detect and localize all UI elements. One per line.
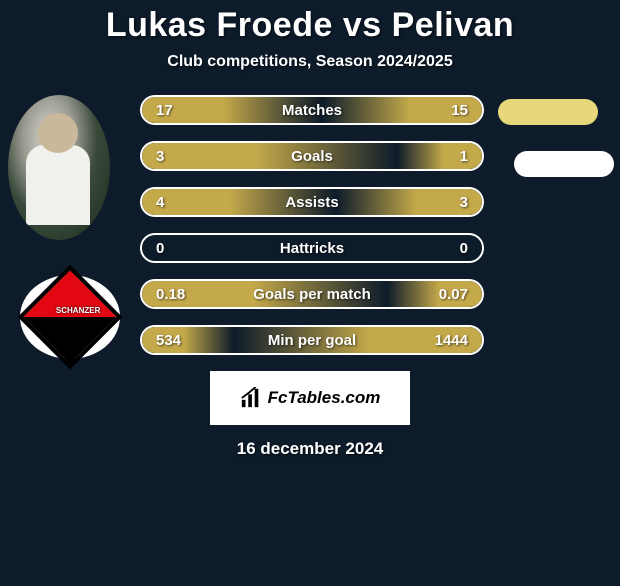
stat-value-right: 1444 [435,332,468,349]
comparison-pill-player2 [514,151,614,177]
stat-label: Goals per match [142,286,482,303]
stats-area: SCHANZER 17Matches153Goals14Assists30Hat… [0,95,620,355]
stat-rows: 17Matches153Goals14Assists30Hattricks00.… [140,95,484,355]
comparison-pill-player1 [498,99,598,125]
player-avatar [8,95,110,240]
stat-value-right: 0.07 [439,286,468,303]
watermark: FcTables.com [210,371,410,425]
stat-row-goals: 3Goals1 [140,141,484,171]
date-text: 16 december 2024 [0,439,620,459]
stat-row-matches: 17Matches15 [140,95,484,125]
page-subtitle: Club competitions, Season 2024/2025 [0,53,620,71]
stat-value-right: 3 [460,194,468,211]
stat-row-min-per-goal: 534Min per goal1444 [140,325,484,355]
stat-value-right: 0 [460,240,468,257]
stat-label: Min per goal [142,332,482,349]
stat-label: Assists [142,194,482,211]
stat-value-right: 1 [460,148,468,165]
chart-icon [240,387,262,409]
club-badge-text: SCHANZER [38,306,118,315]
watermark-text: FcTables.com [268,388,381,408]
stat-value-right: 15 [451,102,468,119]
stat-row-assists: 4Assists3 [140,187,484,217]
stat-label: Matches [142,102,482,119]
stat-label: Goals [142,148,482,165]
stat-row-goals-per-match: 0.18Goals per match0.07 [140,279,484,309]
stat-label: Hattricks [142,240,482,257]
page-title: Lukas Froede vs Pelivan [0,6,620,45]
club-badge: SCHANZER [20,275,120,359]
stat-row-hattricks: 0Hattricks0 [140,233,484,263]
